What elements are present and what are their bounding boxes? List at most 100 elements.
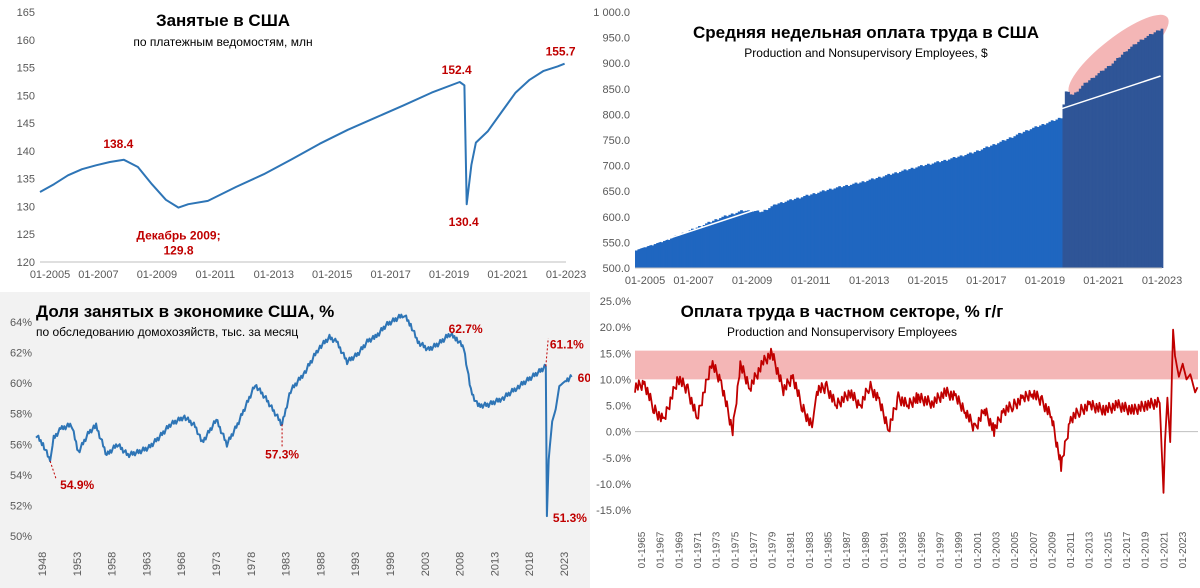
wage-bar bbox=[819, 191, 823, 268]
x-tick-label: 1958 bbox=[107, 552, 119, 576]
x-tick-label: 01-1971 bbox=[693, 531, 704, 568]
wage-bar bbox=[873, 179, 877, 268]
wage-bar bbox=[1081, 85, 1084, 268]
wage-bar bbox=[693, 229, 697, 268]
y-tick-label: 25.0% bbox=[600, 296, 631, 308]
wage-bar bbox=[670, 238, 673, 268]
wage-bar bbox=[807, 195, 811, 268]
wage-bar bbox=[700, 226, 704, 268]
wage-bar bbox=[1008, 137, 1012, 268]
y-tick-label: 5.0% bbox=[606, 401, 631, 413]
wage-bar bbox=[653, 244, 657, 268]
wage-bar bbox=[684, 233, 687, 268]
wage-bar bbox=[1022, 131, 1026, 268]
x-tick-label: 01-2005 bbox=[625, 275, 665, 287]
x-tick-label: 01-1999 bbox=[954, 531, 965, 568]
wage-bar bbox=[1004, 140, 1007, 268]
x-tick-label: 01-1973 bbox=[712, 531, 723, 568]
wage-bar bbox=[1095, 75, 1098, 268]
wage-bar bbox=[688, 230, 692, 268]
wage-bar bbox=[927, 163, 930, 268]
wage-bar bbox=[894, 172, 898, 268]
x-tick-label: 01-2023 bbox=[1178, 531, 1189, 568]
wage-bar bbox=[964, 155, 968, 268]
wage-bar bbox=[889, 174, 893, 268]
y-tick-label: 160 bbox=[17, 35, 35, 47]
x-tick-label: 01-2019 bbox=[1025, 275, 1065, 287]
wage-bar bbox=[798, 198, 802, 268]
data-label: 60.4% bbox=[578, 371, 590, 385]
wage-bar bbox=[744, 210, 748, 268]
x-tick-label: 01-2011 bbox=[196, 269, 236, 281]
x-tick-label: 01-2021 bbox=[1083, 275, 1123, 287]
wage-bar bbox=[969, 152, 972, 268]
wage-bar bbox=[768, 208, 771, 268]
wage-bar bbox=[649, 244, 652, 268]
wage-bar bbox=[957, 156, 961, 268]
wage-bar bbox=[707, 221, 711, 268]
employment-line bbox=[39, 62, 565, 209]
x-tick-label: 01-2007 bbox=[78, 269, 118, 281]
chart-subtitle: по обследованию домохозяйств, тыс. за ме… bbox=[36, 325, 298, 339]
wage-bar bbox=[1111, 63, 1115, 269]
highlight-ellipse bbox=[1068, 14, 1169, 97]
wage-bar bbox=[705, 223, 708, 268]
wage-bar bbox=[786, 200, 790, 268]
x-tick-label: 01-1993 bbox=[898, 531, 909, 568]
chart-subtitle: Production and Nonsupervisory Employees,… bbox=[744, 46, 988, 60]
wage-bar bbox=[756, 210, 760, 268]
wage-bar bbox=[1074, 92, 1077, 268]
wage-bar bbox=[723, 215, 727, 268]
wage-bar bbox=[812, 193, 816, 268]
wage-bar bbox=[772, 204, 776, 268]
wage-bar bbox=[637, 249, 641, 268]
wage-bar bbox=[1090, 77, 1094, 268]
wage-bar bbox=[833, 188, 837, 268]
wage-bar bbox=[733, 214, 736, 268]
wage-bar bbox=[882, 176, 886, 268]
wage-bar bbox=[990, 145, 993, 268]
y-tick-label: 145 bbox=[17, 118, 35, 130]
wage-bar bbox=[936, 161, 940, 268]
wage-bar bbox=[840, 187, 844, 268]
wage-bar bbox=[901, 170, 905, 268]
wage-bar bbox=[1039, 125, 1042, 269]
wage-bar bbox=[1109, 65, 1112, 268]
wage-bar bbox=[868, 179, 872, 268]
wage-bar bbox=[1018, 132, 1021, 268]
wage-bar bbox=[721, 216, 725, 268]
x-tick-label: 01-2019 bbox=[1141, 531, 1152, 568]
y-tick-label: 58% bbox=[10, 409, 32, 421]
wage-bar bbox=[716, 219, 720, 268]
wage-bar bbox=[910, 167, 914, 268]
wage-bar bbox=[845, 184, 848, 268]
wage-bar bbox=[754, 211, 757, 268]
wage-bar bbox=[639, 247, 643, 268]
x-tick-label: 1963 bbox=[141, 552, 153, 576]
wage-bar bbox=[677, 235, 680, 268]
x-tick-label: 01-2013 bbox=[849, 275, 889, 287]
wage-bar bbox=[903, 169, 907, 268]
x-tick-label: 01-1991 bbox=[880, 531, 891, 568]
wage-bar bbox=[838, 186, 841, 268]
wage-bar bbox=[810, 194, 813, 268]
wage-bar bbox=[994, 144, 998, 268]
x-tick-label: 2018 bbox=[524, 552, 536, 576]
wage-bar bbox=[992, 144, 996, 268]
wage-bar bbox=[1076, 91, 1080, 268]
wage-bar bbox=[784, 201, 788, 268]
wage-bar bbox=[1067, 91, 1070, 268]
wage-bar bbox=[658, 241, 662, 268]
x-tick-label: 01-2009 bbox=[1047, 531, 1058, 568]
wage-bar bbox=[1060, 118, 1063, 268]
wage-bar bbox=[849, 184, 853, 268]
wage-bar bbox=[1155, 30, 1159, 268]
y-tick-label: 140 bbox=[17, 146, 35, 158]
x-tick-label: 01-1975 bbox=[730, 531, 741, 568]
wage-bar bbox=[1055, 119, 1059, 269]
wage-bar bbox=[747, 210, 750, 268]
wage-bar bbox=[1141, 39, 1145, 268]
wage-bar bbox=[1106, 66, 1110, 268]
wage-bar bbox=[665, 239, 669, 268]
wage-bar bbox=[728, 214, 732, 268]
